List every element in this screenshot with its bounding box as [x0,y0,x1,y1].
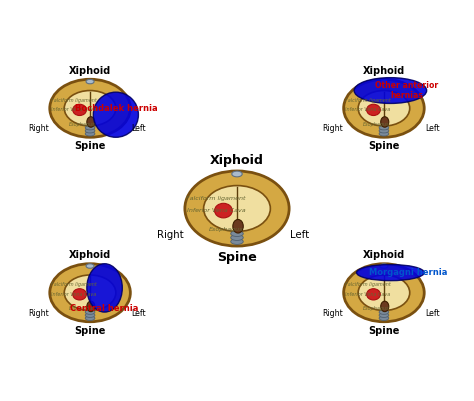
Ellipse shape [381,117,389,127]
Ellipse shape [366,104,380,115]
Ellipse shape [86,79,94,84]
Ellipse shape [358,275,410,310]
Ellipse shape [379,128,389,133]
Text: Falciform ligament: Falciform ligament [345,282,391,287]
Text: Morgagni hernia: Morgagni hernia [369,268,447,277]
Text: Inferior Vena Cava: Inferior Vena Cava [187,208,246,213]
Ellipse shape [86,264,94,268]
Ellipse shape [379,132,389,136]
Text: Xiphoid: Xiphoid [69,251,111,261]
Text: Esophagus: Esophagus [363,122,389,127]
Text: Xiphoid: Xiphoid [363,251,405,261]
Ellipse shape [354,78,427,103]
Ellipse shape [93,92,138,137]
Text: Falciform ligament: Falciform ligament [51,98,97,103]
Ellipse shape [85,316,95,320]
Ellipse shape [73,289,86,300]
Ellipse shape [379,316,389,320]
Text: Inferior Vena Cava: Inferior Vena Cava [51,107,97,112]
Ellipse shape [379,126,389,130]
Ellipse shape [85,310,95,314]
Ellipse shape [380,264,388,268]
Text: Inferior Vena Cava: Inferior Vena Cava [345,292,391,297]
Text: Left: Left [131,124,146,133]
Ellipse shape [64,275,116,310]
Text: Left: Left [425,308,440,318]
Text: Spine: Spine [368,326,400,336]
Text: Inferior Vena Cava: Inferior Vena Cava [51,292,97,297]
Text: Xiphoid: Xiphoid [363,66,405,76]
Text: Xiphoid: Xiphoid [69,66,111,76]
Text: Right: Right [157,230,184,240]
Text: Inferior Vena Cava: Inferior Vena Cava [345,107,391,112]
Text: Falciform ligament: Falciform ligament [186,196,246,200]
Ellipse shape [379,313,389,318]
Ellipse shape [358,91,410,126]
Text: Spine: Spine [74,326,106,336]
Ellipse shape [204,186,270,231]
Ellipse shape [85,132,95,136]
Text: Left: Left [425,124,440,133]
Text: Left: Left [131,308,146,318]
Ellipse shape [231,235,243,241]
Ellipse shape [231,231,243,237]
Text: Right: Right [28,308,49,318]
Ellipse shape [85,126,95,130]
Ellipse shape [64,91,116,126]
Text: Esophagus: Esophagus [69,122,95,127]
Text: Spine: Spine [217,251,257,264]
Ellipse shape [85,128,95,133]
Ellipse shape [85,313,95,318]
Text: Central hernia: Central hernia [70,304,139,313]
Ellipse shape [50,264,130,322]
Text: Right: Right [28,124,49,133]
Text: Xiphoid: Xiphoid [210,154,264,167]
Ellipse shape [380,79,388,84]
Ellipse shape [233,219,243,233]
Text: Esophagus: Esophagus [69,306,95,311]
Text: Spine: Spine [368,141,400,151]
Text: Falciform ligament: Falciform ligament [345,98,391,103]
Ellipse shape [87,117,95,127]
Text: Right: Right [322,124,343,133]
Ellipse shape [231,239,243,245]
Ellipse shape [366,289,380,300]
Text: Spine: Spine [74,141,106,151]
Ellipse shape [356,265,424,281]
Text: Other anterior
hernias: Other anterior hernias [375,81,438,100]
Text: Falciform ligament: Falciform ligament [51,282,97,287]
Ellipse shape [50,79,130,137]
Ellipse shape [344,264,424,322]
Ellipse shape [344,79,424,137]
Text: Right: Right [322,308,343,318]
Ellipse shape [73,104,86,115]
Ellipse shape [379,310,389,314]
Ellipse shape [185,171,289,246]
Ellipse shape [215,203,232,218]
Text: Left: Left [290,230,310,240]
Text: Esophagus: Esophagus [363,306,389,311]
Ellipse shape [87,301,95,312]
Text: Bochdalek hernia: Bochdalek hernia [74,104,157,113]
Ellipse shape [381,301,389,312]
Ellipse shape [232,171,242,177]
Text: Esophagus: Esophagus [210,227,244,232]
Ellipse shape [87,264,122,312]
